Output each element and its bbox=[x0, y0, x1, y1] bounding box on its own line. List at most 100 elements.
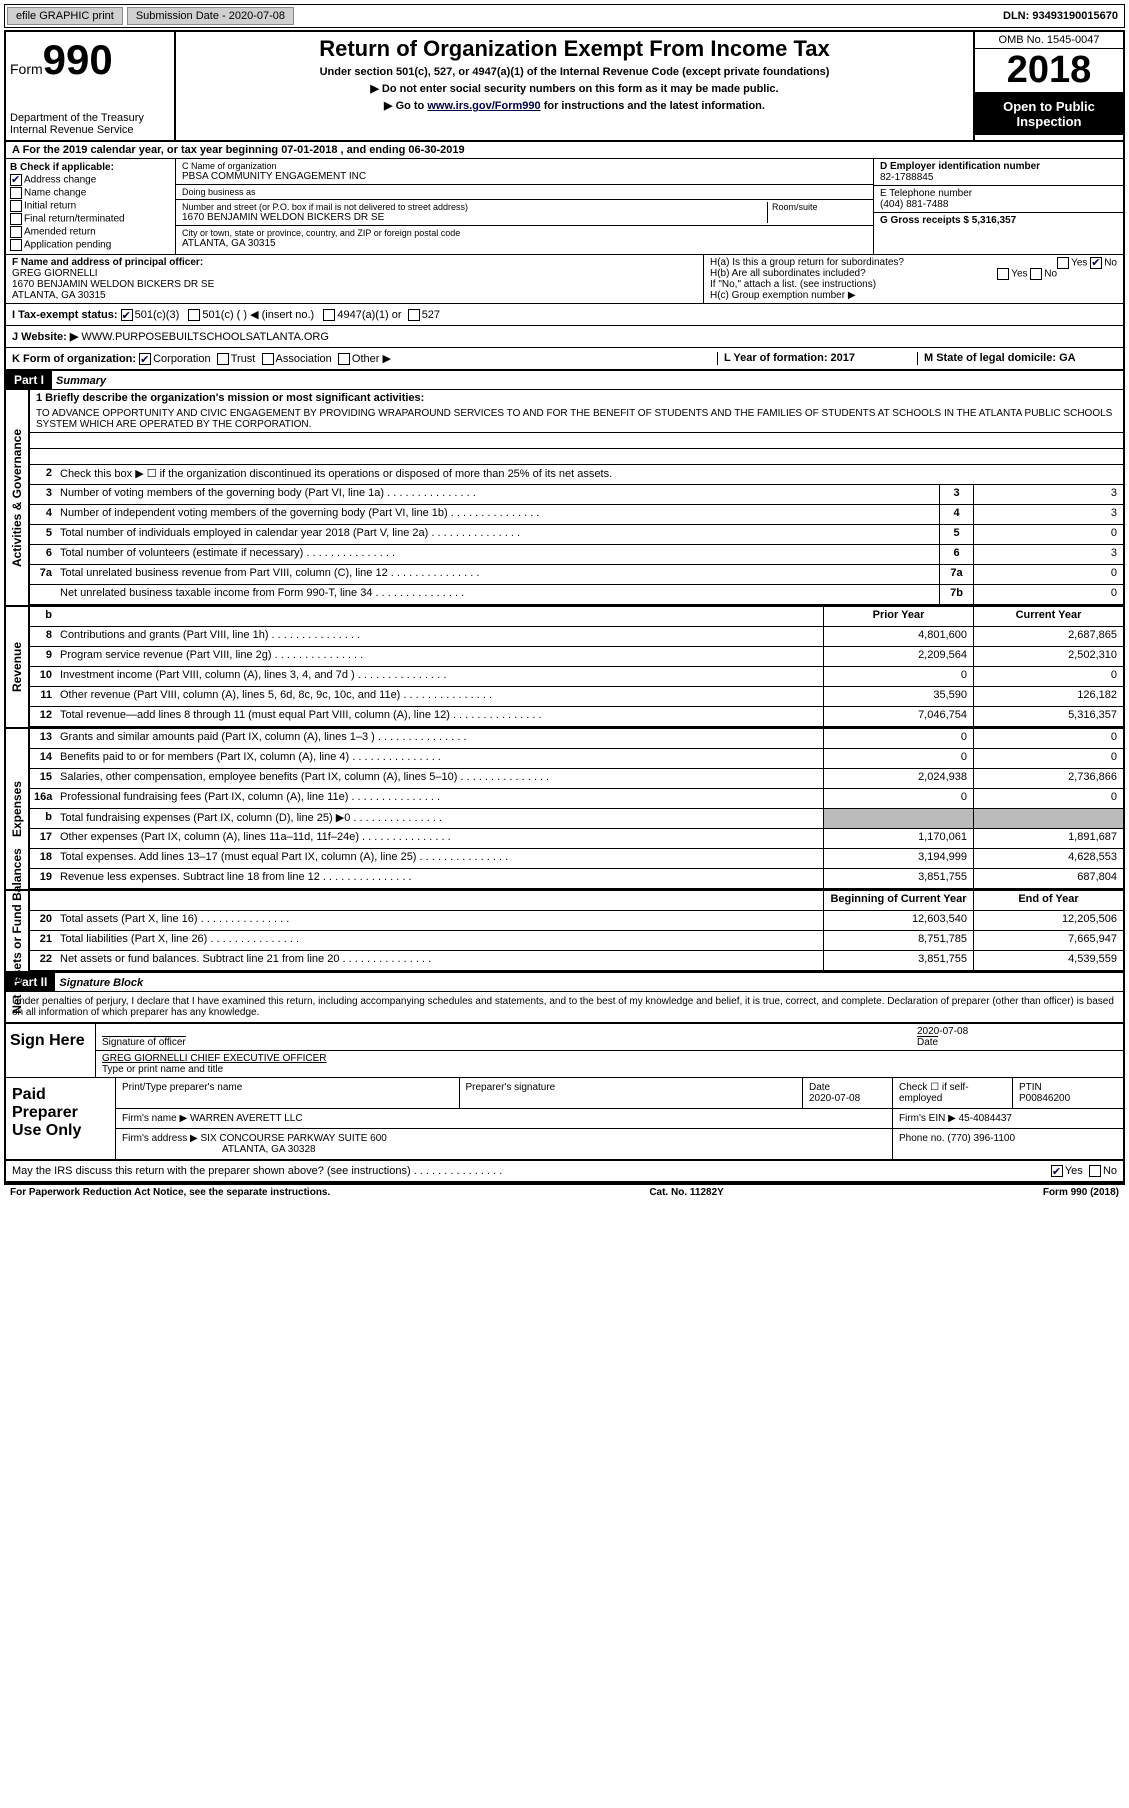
line-text: Total unrelated business revenue from Pa… bbox=[56, 565, 939, 584]
firm-lbl: Firm's name ▶ bbox=[122, 1113, 187, 1124]
subtitle-2: ▶ Do not enter social security numbers o… bbox=[184, 82, 965, 95]
mission-blank2 bbox=[30, 449, 1123, 465]
chk-corp[interactable] bbox=[139, 353, 151, 365]
chk-4947[interactable] bbox=[323, 309, 335, 321]
line-cy: 2,502,310 bbox=[973, 647, 1123, 666]
line-py: 3,194,999 bbox=[823, 849, 973, 868]
col-b: b bbox=[30, 607, 56, 626]
line-cy: 2,736,866 bbox=[973, 769, 1123, 788]
prep-self-lbl: Check ☐ if self-employed bbox=[893, 1078, 1013, 1108]
lbl-amended: Amended return bbox=[24, 227, 96, 238]
hb-yes: Yes bbox=[1011, 269, 1027, 280]
ein-lbl: Firm's EIN ▶ bbox=[899, 1113, 956, 1124]
chk-ha-no[interactable] bbox=[1090, 257, 1102, 269]
officer-print-lbl: Type or print name and title bbox=[102, 1064, 223, 1075]
part2-title: Signature Block bbox=[55, 975, 147, 991]
b-header: B Check if applicable: bbox=[10, 162, 171, 173]
firm-name: WARREN AVERETT LLC bbox=[190, 1113, 303, 1124]
irs-link[interactable]: www.irs.gov/Form990 bbox=[427, 100, 540, 112]
footer-right: Form 990 (2018) bbox=[1043, 1187, 1119, 1198]
na-hdr-cy: End of Year bbox=[973, 891, 1123, 910]
i-o4: 527 bbox=[422, 309, 440, 321]
line-text: Number of independent voting members of … bbox=[56, 505, 939, 524]
officer-print: GREG GIORNELLI CHIEF EXECUTIVE OFFICER bbox=[102, 1053, 326, 1064]
line-py: 3,851,755 bbox=[823, 951, 973, 970]
line-text: Revenue less expenses. Subtract line 18 … bbox=[56, 869, 823, 888]
side-exp: Expenses bbox=[10, 781, 24, 837]
street-val: 1670 BENJAMIN WELDON BICKERS DR SE bbox=[182, 212, 767, 223]
line-text: Total revenue—add lines 8 through 11 (mu… bbox=[56, 707, 823, 726]
line-val: 3 bbox=[973, 505, 1123, 524]
chk-hb-no[interactable] bbox=[1030, 268, 1042, 280]
mission-lbl: 1 Briefly describe the organization's mi… bbox=[30, 390, 1123, 406]
line-cy: 1,891,687 bbox=[973, 829, 1123, 848]
line-val: 0 bbox=[973, 525, 1123, 544]
dba-lbl: Doing business as bbox=[182, 187, 867, 197]
form-header: Form990 Department of the Treasury Inter… bbox=[6, 32, 1123, 142]
line-text: Grants and similar amounts paid (Part IX… bbox=[56, 729, 823, 748]
k-o2: Trust bbox=[231, 353, 256, 365]
ein-val: 45-4084437 bbox=[959, 1113, 1012, 1124]
line-cy: 7,665,947 bbox=[973, 931, 1123, 950]
chk-assoc[interactable] bbox=[262, 353, 274, 365]
line-box: 5 bbox=[939, 525, 973, 544]
line-py: 35,590 bbox=[823, 687, 973, 706]
footer-left: For Paperwork Reduction Act Notice, see … bbox=[10, 1187, 330, 1198]
chk-501c3[interactable] bbox=[121, 309, 133, 321]
form-word: Form bbox=[10, 61, 43, 77]
line-text: Other expenses (Part IX, column (A), lin… bbox=[56, 829, 823, 848]
k-lbl: K Form of organization: bbox=[12, 353, 136, 365]
line-py: 7,046,754 bbox=[823, 707, 973, 726]
efile-button[interactable]: efile GRAPHIC print bbox=[7, 7, 123, 25]
mission-blank1 bbox=[30, 433, 1123, 449]
chk-other[interactable] bbox=[338, 353, 350, 365]
line-text: Number of voting members of the governin… bbox=[56, 485, 939, 504]
city-val: ATLANTA, GA 30315 bbox=[182, 238, 867, 249]
chk-501c[interactable] bbox=[188, 309, 200, 321]
l-lbl: L Year of formation: 2017 bbox=[717, 352, 917, 365]
chk-discuss-yes[interactable] bbox=[1051, 1165, 1063, 1177]
side-rev: Revenue bbox=[10, 642, 24, 692]
line-cy: 2,687,865 bbox=[973, 627, 1123, 646]
submission-button[interactable]: Submission Date - 2020-07-08 bbox=[127, 7, 294, 25]
part1-hdr: Part I bbox=[6, 371, 52, 389]
room-lbl: Room/suite bbox=[772, 202, 867, 212]
chk-amended[interactable] bbox=[10, 226, 22, 238]
dept-label: Department of the Treasury Internal Reve… bbox=[10, 112, 170, 136]
line-py: 0 bbox=[823, 667, 973, 686]
chk-527[interactable] bbox=[408, 309, 420, 321]
e-lbl: E Telephone number bbox=[880, 188, 1117, 199]
mission-text: TO ADVANCE OPPORTUNITY AND CIVIC ENGAGEM… bbox=[30, 406, 1123, 433]
chk-addr-change[interactable] bbox=[10, 174, 22, 186]
chk-name-change[interactable] bbox=[10, 187, 22, 199]
line-box: 6 bbox=[939, 545, 973, 564]
line-val: 0 bbox=[973, 585, 1123, 604]
line-cy: 0 bbox=[973, 729, 1123, 748]
line-py: 4,801,600 bbox=[823, 627, 973, 646]
chk-initial[interactable] bbox=[10, 200, 22, 212]
side-na: Net Assets or Fund Balances bbox=[10, 848, 24, 1014]
tax-year: 2018 bbox=[975, 49, 1123, 93]
chk-final[interactable] bbox=[10, 213, 22, 225]
prep-date-lbl: Date bbox=[809, 1082, 830, 1093]
line-cy: 0 bbox=[973, 749, 1123, 768]
chk-pending[interactable] bbox=[10, 239, 22, 251]
line-val: 0 bbox=[973, 565, 1123, 584]
chk-trust[interactable] bbox=[217, 353, 229, 365]
website-val: WWW.PURPOSEBUILTSCHOOLSATLANTA.ORG bbox=[81, 331, 329, 343]
chk-hb-yes[interactable] bbox=[997, 268, 1009, 280]
form-number: 990 bbox=[43, 36, 113, 83]
chk-ha-yes[interactable] bbox=[1057, 257, 1069, 269]
sub3-pre: ▶ Go to bbox=[384, 100, 427, 112]
hb-lbl: H(b) Are all subordinates included? bbox=[710, 268, 866, 279]
discuss-yes: Yes bbox=[1065, 1165, 1083, 1177]
line-py: 8,751,785 bbox=[823, 931, 973, 950]
line-text: Professional fundraising fees (Part IX, … bbox=[56, 789, 823, 808]
line-py: 1,170,061 bbox=[823, 829, 973, 848]
chk-discuss-no[interactable] bbox=[1089, 1165, 1101, 1177]
phone-val: (404) 881-7488 bbox=[880, 199, 1117, 210]
line-val: 3 bbox=[973, 545, 1123, 564]
hb-no: No bbox=[1044, 269, 1057, 280]
footer-mid: Cat. No. 11282Y bbox=[649, 1187, 723, 1198]
lbl-addr-change: Address change bbox=[24, 175, 96, 186]
